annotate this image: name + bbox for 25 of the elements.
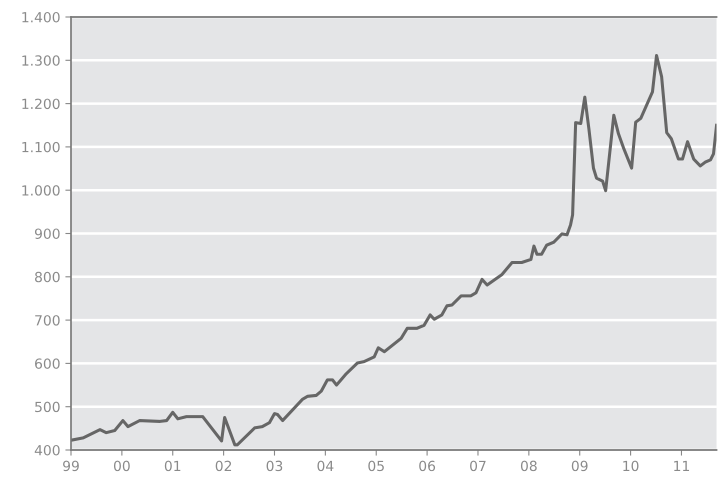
y-tick-label: 600 [35, 358, 60, 369]
x-tick-label: 09 [572, 460, 588, 472]
y-tick-label: 1.000 [22, 185, 60, 196]
x-tick-label: 01 [164, 460, 180, 472]
x-tick-label: 11 [674, 460, 690, 471]
x-tick-label: 02 [216, 460, 232, 472]
x-tick-label: 99 [63, 460, 79, 472]
x-tick-label: 04 [317, 460, 334, 472]
y-tick-label: 900 [34, 228, 60, 239]
x-tick-label: 05 [368, 460, 384, 472]
y-tick-label: 800 [35, 272, 60, 282]
y-tick-label: 500 [35, 402, 60, 412]
y-tick-label: 1.200 [22, 98, 60, 110]
x-tick-label: 10 [623, 460, 639, 472]
y-tick-label: 1.400 [22, 12, 60, 22]
x-tick-label: 00 [114, 460, 130, 472]
x-tick-label: 03 [266, 460, 282, 472]
x-tick-label: 06 [419, 460, 436, 472]
y-tick-label: 1.100 [22, 142, 60, 152]
x-tick-label: 07 [470, 460, 486, 472]
line-series [71, 54, 717, 446]
y-tick-label: 400 [34, 444, 60, 456]
x-tick-label: 08 [520, 460, 537, 472]
y-tick-label: 700 [35, 315, 60, 326]
y-tick-label: 1.300 [22, 55, 60, 66]
